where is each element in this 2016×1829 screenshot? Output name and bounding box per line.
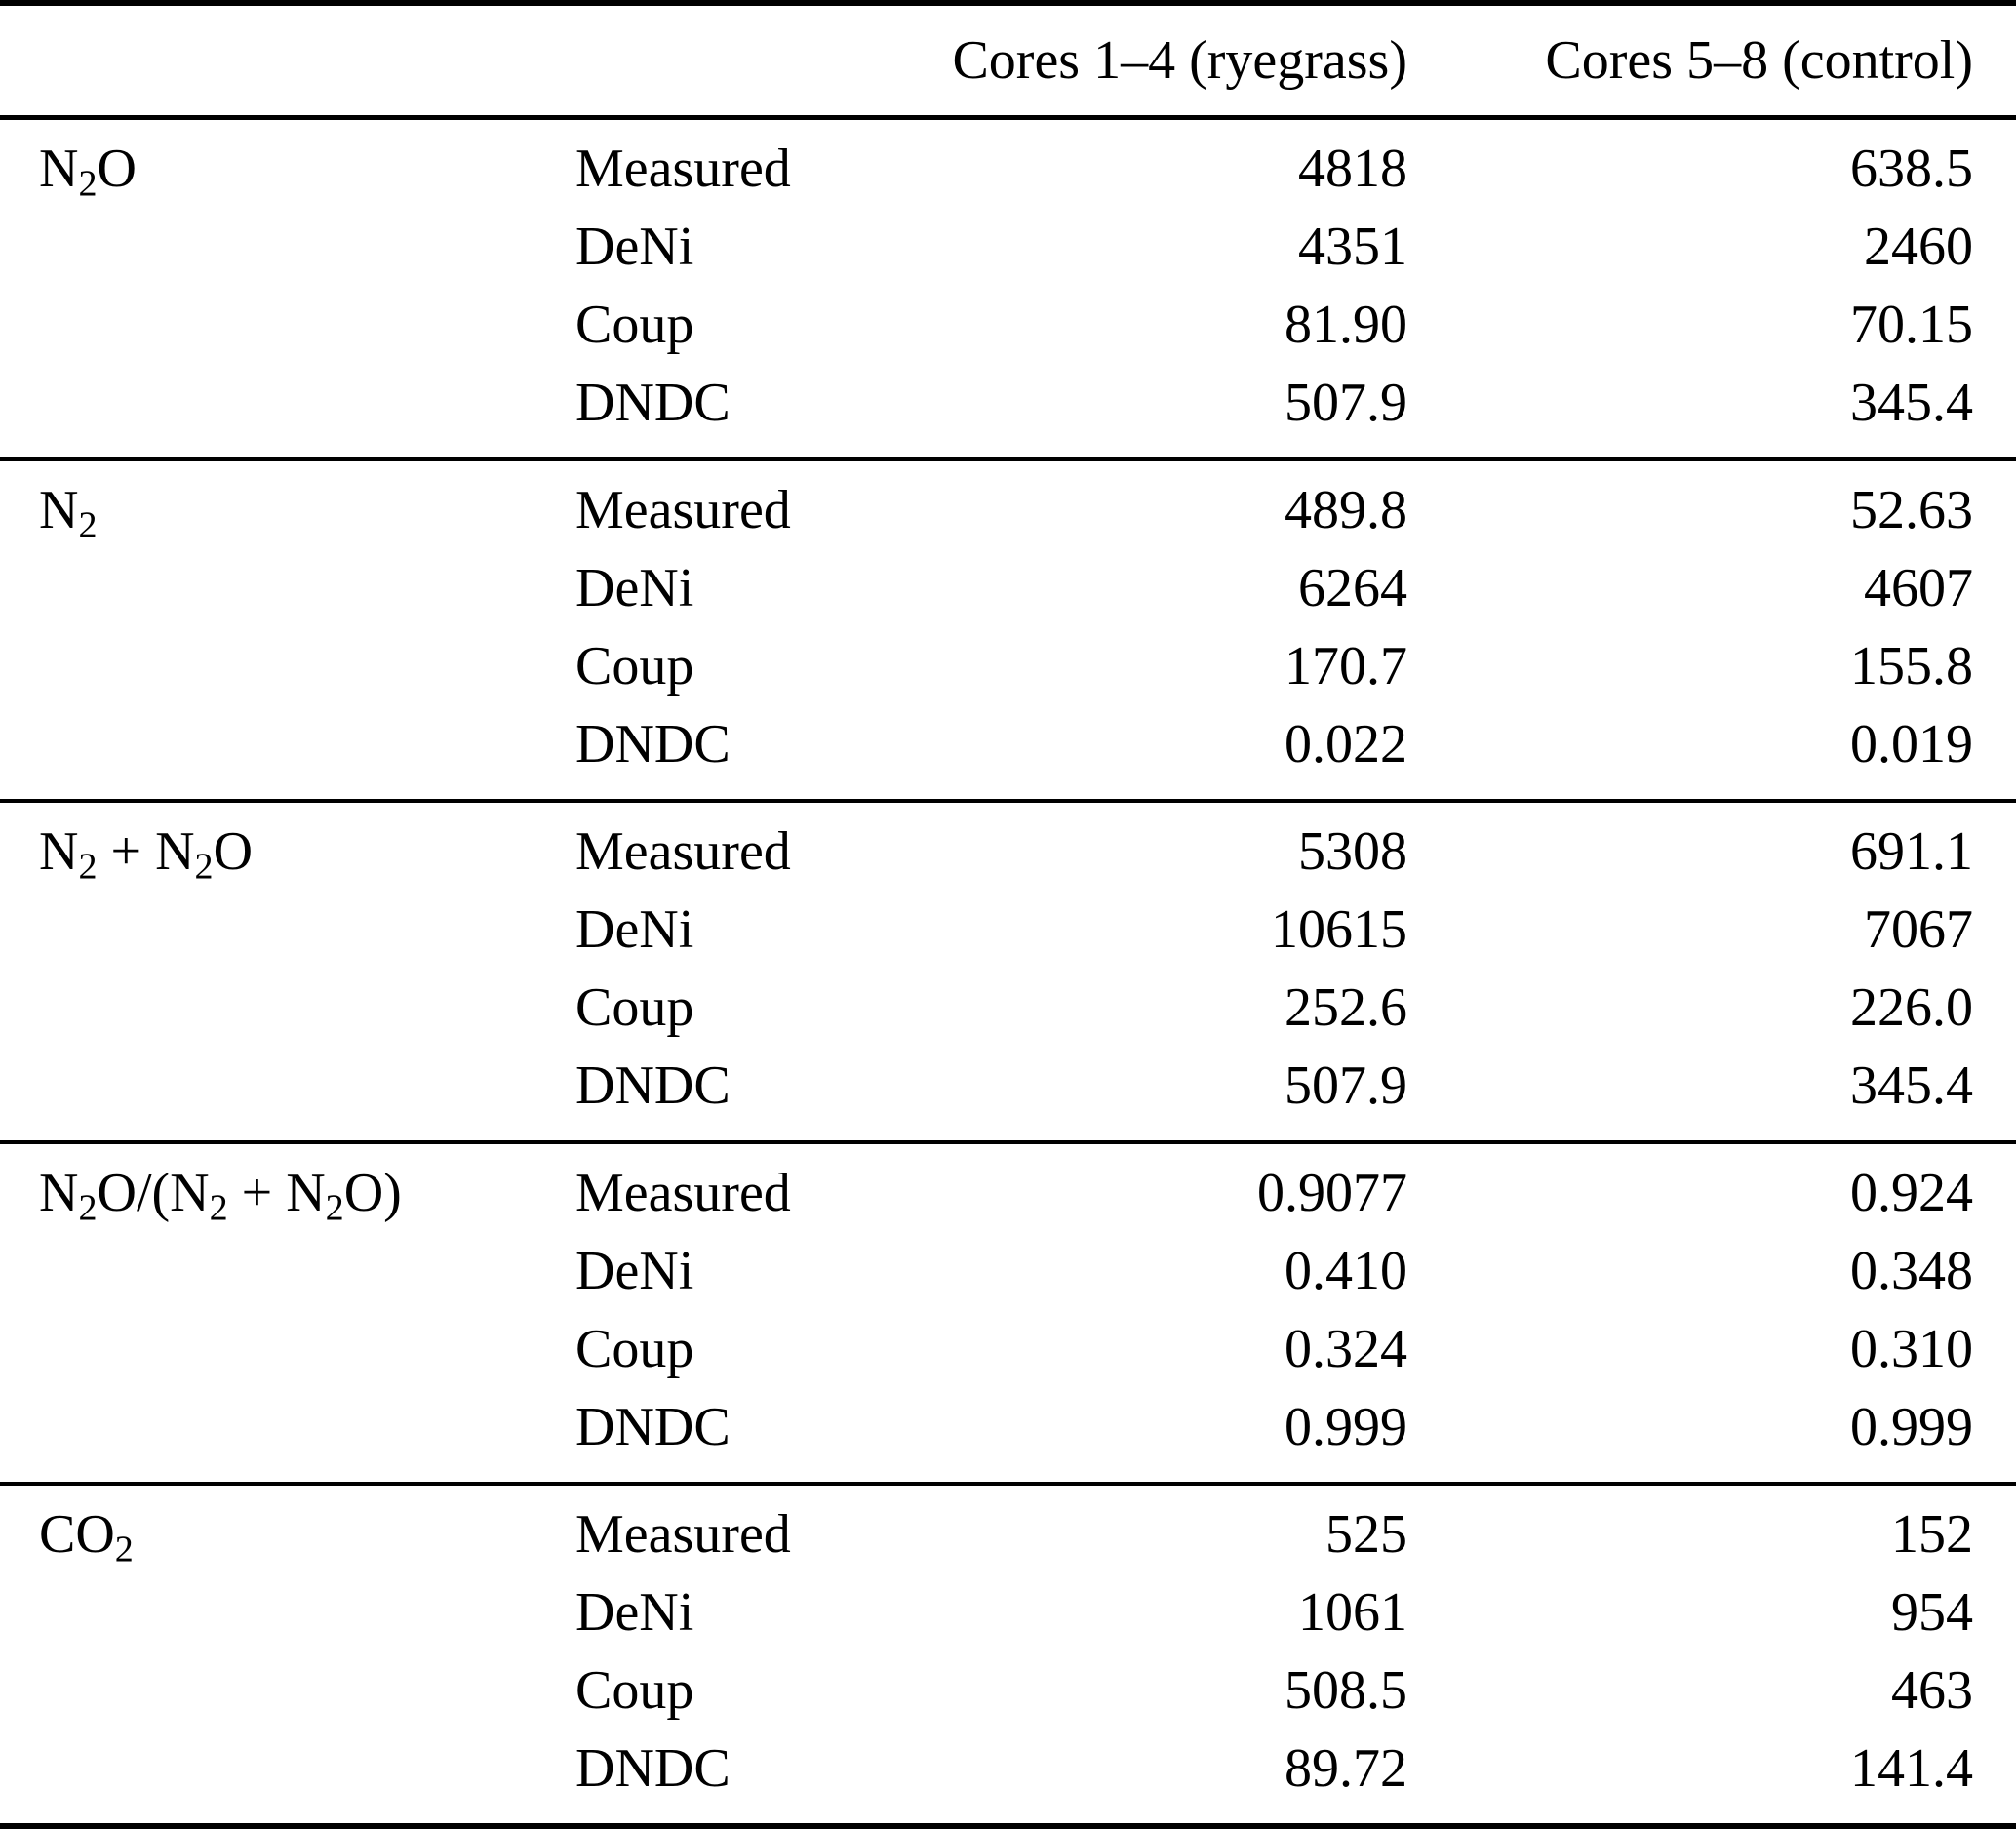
value-control: 0.924: [1850, 1163, 1973, 1223]
value-ryegrass: 1061: [1298, 1582, 1407, 1643]
table-row: N2 Measured 489.8 52.63: [39, 471, 1973, 549]
col-header-ryegrass: Cores 1–4 (ryegrass): [952, 30, 1407, 91]
method-label: Measured: [575, 821, 791, 882]
group-section-co2: CO2 Measured 525 152 DeNi 1061 954 Coup …: [0, 1486, 2016, 1829]
table-row: DeNi 10615 7067: [39, 891, 1973, 969]
table-row: DNDC 507.9 345.4: [39, 364, 1973, 442]
method-label: Measured: [575, 480, 791, 540]
value-ryegrass: 4351: [1298, 217, 1407, 277]
value-control: 463: [1891, 1660, 1973, 1721]
value-ryegrass: 507.9: [1285, 1055, 1407, 1116]
value-control: 52.63: [1850, 480, 1973, 540]
method-label: DeNi: [575, 217, 694, 277]
col-header-control: Cores 5–8 (control): [1545, 30, 1973, 91]
value-ryegrass: 81.90: [1285, 295, 1407, 355]
method-label: DeNi: [575, 899, 694, 960]
table-row: DNDC 0.022 0.019: [39, 705, 1973, 783]
method-label: Coup: [575, 1319, 694, 1379]
method-label: DNDC: [575, 1738, 731, 1799]
value-ryegrass: 508.5: [1285, 1660, 1407, 1721]
value-control: 152: [1891, 1504, 1973, 1565]
value-ryegrass: 507.9: [1285, 373, 1407, 433]
method-label: DeNi: [575, 558, 694, 618]
value-control: 345.4: [1850, 373, 1973, 433]
value-ryegrass: 4818: [1298, 139, 1407, 199]
table-row: DNDC 507.9 345.4: [39, 1047, 1973, 1125]
value-control: 0.310: [1850, 1319, 1973, 1379]
value-control: 4607: [1864, 558, 1973, 618]
value-ryegrass: 170.7: [1285, 636, 1407, 696]
table-row: Coup 252.6 226.0: [39, 969, 1973, 1047]
table-row: DeNi 6264 4607: [39, 549, 1973, 627]
value-ryegrass: 6264: [1298, 558, 1407, 618]
species-label: CO2: [39, 1504, 134, 1571]
table-row: Coup 170.7 155.8: [39, 627, 1973, 705]
value-control: 0.999: [1850, 1397, 1973, 1457]
value-ryegrass: 489.8: [1285, 480, 1407, 540]
value-control: 954: [1891, 1582, 1973, 1643]
value-control: 226.0: [1850, 977, 1973, 1038]
value-control: 7067: [1864, 899, 1973, 960]
value-ryegrass: 10615: [1271, 899, 1407, 960]
table-row: DeNi 4351 2460: [39, 208, 1973, 286]
group-section-n2o-ratio: N2O/(N2 + N2O) Measured 0.9077 0.924 DeN…: [0, 1144, 2016, 1486]
method-label: DeNi: [575, 1241, 694, 1301]
value-ryegrass: 0.9077: [1257, 1163, 1407, 1223]
value-ryegrass: 5308: [1298, 821, 1407, 882]
method-label: DNDC: [575, 1055, 731, 1116]
group-section-n2o: N2O Measured 4818 638.5 DeNi 4351 2460 C…: [0, 120, 2016, 461]
table-row: N2O/(N2 + N2O) Measured 0.9077 0.924: [39, 1154, 1973, 1232]
table-row: DNDC 89.72 141.4: [39, 1730, 1973, 1808]
method-label: Measured: [575, 139, 791, 199]
value-ryegrass: 0.410: [1285, 1241, 1407, 1301]
method-label: Measured: [575, 1504, 791, 1565]
value-ryegrass: 0.022: [1285, 714, 1407, 775]
value-control: 2460: [1864, 217, 1973, 277]
value-control: 345.4: [1850, 1055, 1973, 1116]
table-row: CO2 Measured 525 152: [39, 1495, 1973, 1573]
method-label: Coup: [575, 1660, 694, 1721]
method-label: DNDC: [575, 1397, 731, 1457]
table-row: DeNi 1061 954: [39, 1573, 1973, 1651]
table-row: DNDC 0.999 0.999: [39, 1388, 1973, 1466]
value-ryegrass: 252.6: [1285, 977, 1407, 1038]
value-ryegrass: 0.324: [1285, 1319, 1407, 1379]
table-row: Coup 0.324 0.310: [39, 1310, 1973, 1388]
method-label: DNDC: [575, 373, 731, 433]
table-row: Coup 81.90 70.15: [39, 286, 1973, 364]
value-control: 0.348: [1850, 1241, 1973, 1301]
table-row: N2O Measured 4818 638.5: [39, 130, 1973, 208]
value-ryegrass: 0.999: [1285, 1397, 1407, 1457]
species-label: N2O: [39, 139, 137, 205]
value-control: 0.019: [1850, 714, 1973, 775]
value-control: 141.4: [1850, 1738, 1973, 1799]
method-label: Coup: [575, 295, 694, 355]
value-ryegrass: 89.72: [1285, 1738, 1407, 1799]
value-control: 155.8: [1850, 636, 1973, 696]
method-label: Coup: [575, 636, 694, 696]
value-control: 691.1: [1850, 821, 1973, 882]
species-label: N2: [39, 480, 98, 546]
species-label: N2O/(N2 + N2O): [39, 1163, 402, 1229]
method-label: DeNi: [575, 1582, 694, 1643]
method-label: Measured: [575, 1163, 791, 1223]
group-section-n2-plus-n2o: N2 + N2O Measured 5308 691.1 DeNi 10615 …: [0, 803, 2016, 1144]
value-ryegrass: 525: [1325, 1504, 1407, 1565]
table-row: DeNi 0.410 0.348: [39, 1232, 1973, 1310]
table-row: Coup 508.5 463: [39, 1651, 1973, 1730]
table-row: N2 + N2O Measured 5308 691.1: [39, 813, 1973, 891]
value-control: 638.5: [1850, 139, 1973, 199]
header-row: Cores 1–4 (ryegrass) Cores 5–8 (control): [0, 6, 2016, 120]
method-label: DNDC: [575, 714, 731, 775]
species-label: N2 + N2O: [39, 821, 254, 888]
method-label: Coup: [575, 977, 694, 1038]
value-control: 70.15: [1850, 295, 1973, 355]
group-section-n2: N2 Measured 489.8 52.63 DeNi 6264 4607 C…: [0, 461, 2016, 803]
